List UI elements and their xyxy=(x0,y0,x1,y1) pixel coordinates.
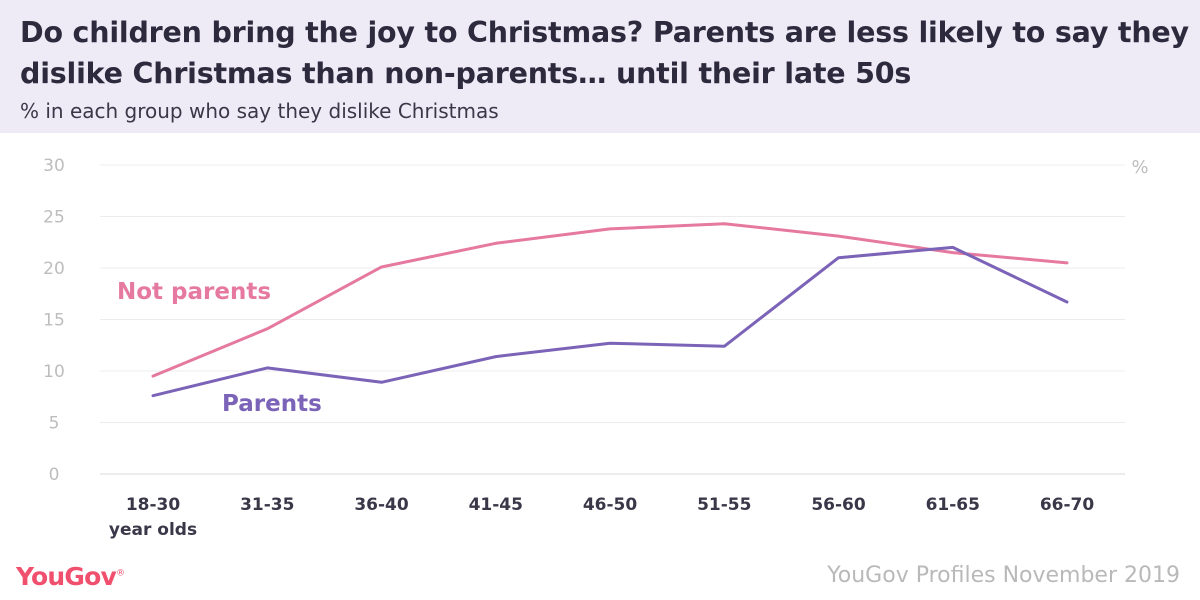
y-tick-label: 30 xyxy=(43,156,65,176)
x-tick-label: 56-60 xyxy=(811,495,866,515)
x-tick-label: 46-50 xyxy=(583,495,638,515)
x-tick-label: 51-55 xyxy=(697,495,751,515)
y-tick-label: 25 xyxy=(43,208,65,228)
grid-lines xyxy=(100,164,1125,475)
chart-subtitle: % in each group who say they dislike Chr… xyxy=(20,99,499,123)
x-tick-label: 41-45 xyxy=(469,495,523,515)
chart-header: Do children bring the joy to Christmas? … xyxy=(0,0,1200,133)
series-lines xyxy=(151,222,1069,398)
x-tick-label: 36-40 xyxy=(354,495,409,515)
x-tick-label: 18-30 xyxy=(126,495,181,515)
series-label-not-parents: Not parents xyxy=(117,279,271,305)
x-tick-label: 66-70 xyxy=(1040,495,1095,515)
y-tick-label: 0 xyxy=(49,465,60,485)
line-chart: 0 5 10 15 20 25 30 % 18-30 31-35 36-40 41-45 46-50… xyxy=(43,156,1148,540)
x-axis-tick-labels: 18-30 31-35 36-40 41-45 46-50 51-55 56-60 61-65… xyxy=(109,495,1094,540)
logo-text: YouGov xyxy=(16,562,117,591)
x-tick-label: 61-65 xyxy=(926,495,980,515)
y-tick-label: 10 xyxy=(43,362,65,382)
y-axis-tick-labels: 0 5 10 15 20 25 30 xyxy=(43,156,65,485)
series-line-not-parents xyxy=(151,222,1069,378)
y-tick-label: 15 xyxy=(43,311,65,331)
series-label-parents: Parents xyxy=(222,391,322,417)
y-tick-label: 5 xyxy=(49,414,60,434)
source-note: YouGov Profiles November 2019 xyxy=(827,563,1180,588)
chart-title: Do children bring the joy to Christmas? … xyxy=(20,16,1189,90)
x-tick-sublabel: year olds xyxy=(109,520,197,540)
series-line-parents xyxy=(151,245,1069,398)
x-tick-label: 31-35 xyxy=(240,495,294,515)
yougov-logo: YouGov® xyxy=(16,562,125,591)
y-tick-label: 20 xyxy=(43,259,65,279)
y-axis-unit-label: % xyxy=(1131,157,1148,178)
